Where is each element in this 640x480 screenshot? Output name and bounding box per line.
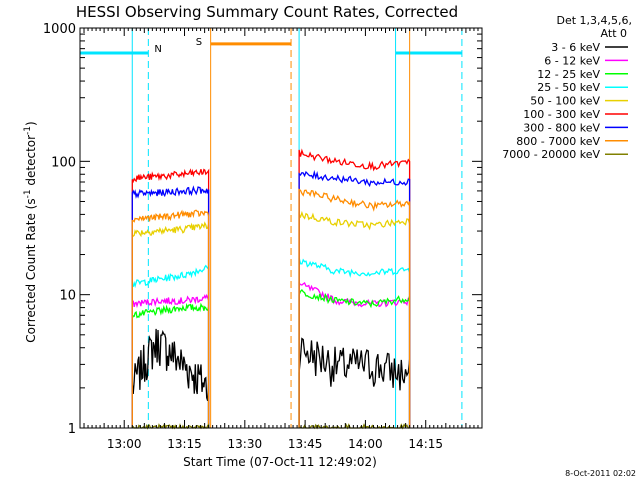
- marker-n: N: [154, 44, 161, 55]
- series-trace-4-seg-0: [131, 221, 210, 428]
- legend-label-7: 800 - 7000 keV: [516, 135, 600, 148]
- plot-area: N S 13:00 13:15 13:30 13:45 14:00 14:15 1 10 100 10…: [43, 22, 483, 451]
- legend-label-4: 50 - 100 keV: [530, 95, 600, 108]
- series-trace-2-seg-0: [131, 302, 210, 428]
- x-tick-label-4: 14:00: [348, 437, 383, 451]
- series-trace-6-seg-0: [131, 185, 210, 428]
- svg-text:Corrected Count Rate (s-1 dete: Corrected Count Rate (s-1 detector-1): [23, 121, 38, 342]
- legend-header-line1: Det 1,3,4,5,6,: [556, 14, 632, 27]
- series-trace-7-seg-0: [131, 209, 210, 428]
- legend-label-3: 25 - 50 keV: [537, 81, 600, 94]
- series-trace-2-seg-1: [298, 289, 411, 428]
- x-tick-label-5: 14:15: [408, 437, 443, 451]
- x-tick-label-2: 13:30: [228, 437, 263, 451]
- y-tick-label-0: 1: [68, 422, 76, 437]
- series-trace-5-seg-0: [131, 168, 210, 428]
- series-trace-6-seg-1: [298, 169, 411, 428]
- chart-title: HESSI Observing Summary Count Rates, Cor…: [76, 3, 458, 21]
- legend-label-5: 100 - 300 keV: [523, 108, 600, 121]
- series-trace-0-seg-1: [298, 337, 411, 428]
- series-trace-1-seg-1: [298, 281, 411, 428]
- series-trace-3-seg-0: [131, 264, 210, 428]
- marker-s: S: [196, 37, 202, 48]
- x-axis-label: Start Time (07-Oct-11 12:49:02): [183, 455, 377, 469]
- footer-timestamp: 8-Oct-2011 02:02: [565, 469, 636, 478]
- y-tick-label-3: 1000: [43, 22, 76, 37]
- series-trace-1-seg-0: [131, 293, 210, 428]
- legend-label-1: 6 - 12 keV: [544, 54, 600, 67]
- series-trace-4-seg-1: [298, 210, 411, 428]
- series-trace-3-seg-1: [298, 257, 411, 428]
- legend-label-0: 3 - 6 keV: [551, 41, 600, 54]
- x-tick-label-0: 13:00: [107, 437, 142, 451]
- y-tick-label-1: 10: [59, 289, 76, 304]
- legend-header-line2: Att 0: [601, 27, 627, 40]
- x-tick-label-3: 13:45: [288, 437, 323, 451]
- y-axis-label: Corrected Count Rate (s-1 detector-1): [23, 121, 38, 342]
- legend-label-8: 7000 - 20000 keV: [502, 148, 600, 161]
- series-trace-5-seg-1: [298, 148, 411, 428]
- x-tick-label-1: 13:15: [167, 437, 202, 451]
- legend-label-6: 300 - 800 keV: [523, 121, 600, 134]
- legend-label-2: 12 - 25 keV: [537, 68, 600, 81]
- series-trace-0-seg-0: [131, 328, 210, 428]
- series-trace-7-seg-1: [298, 188, 411, 428]
- y-tick-label-2: 100: [51, 155, 76, 170]
